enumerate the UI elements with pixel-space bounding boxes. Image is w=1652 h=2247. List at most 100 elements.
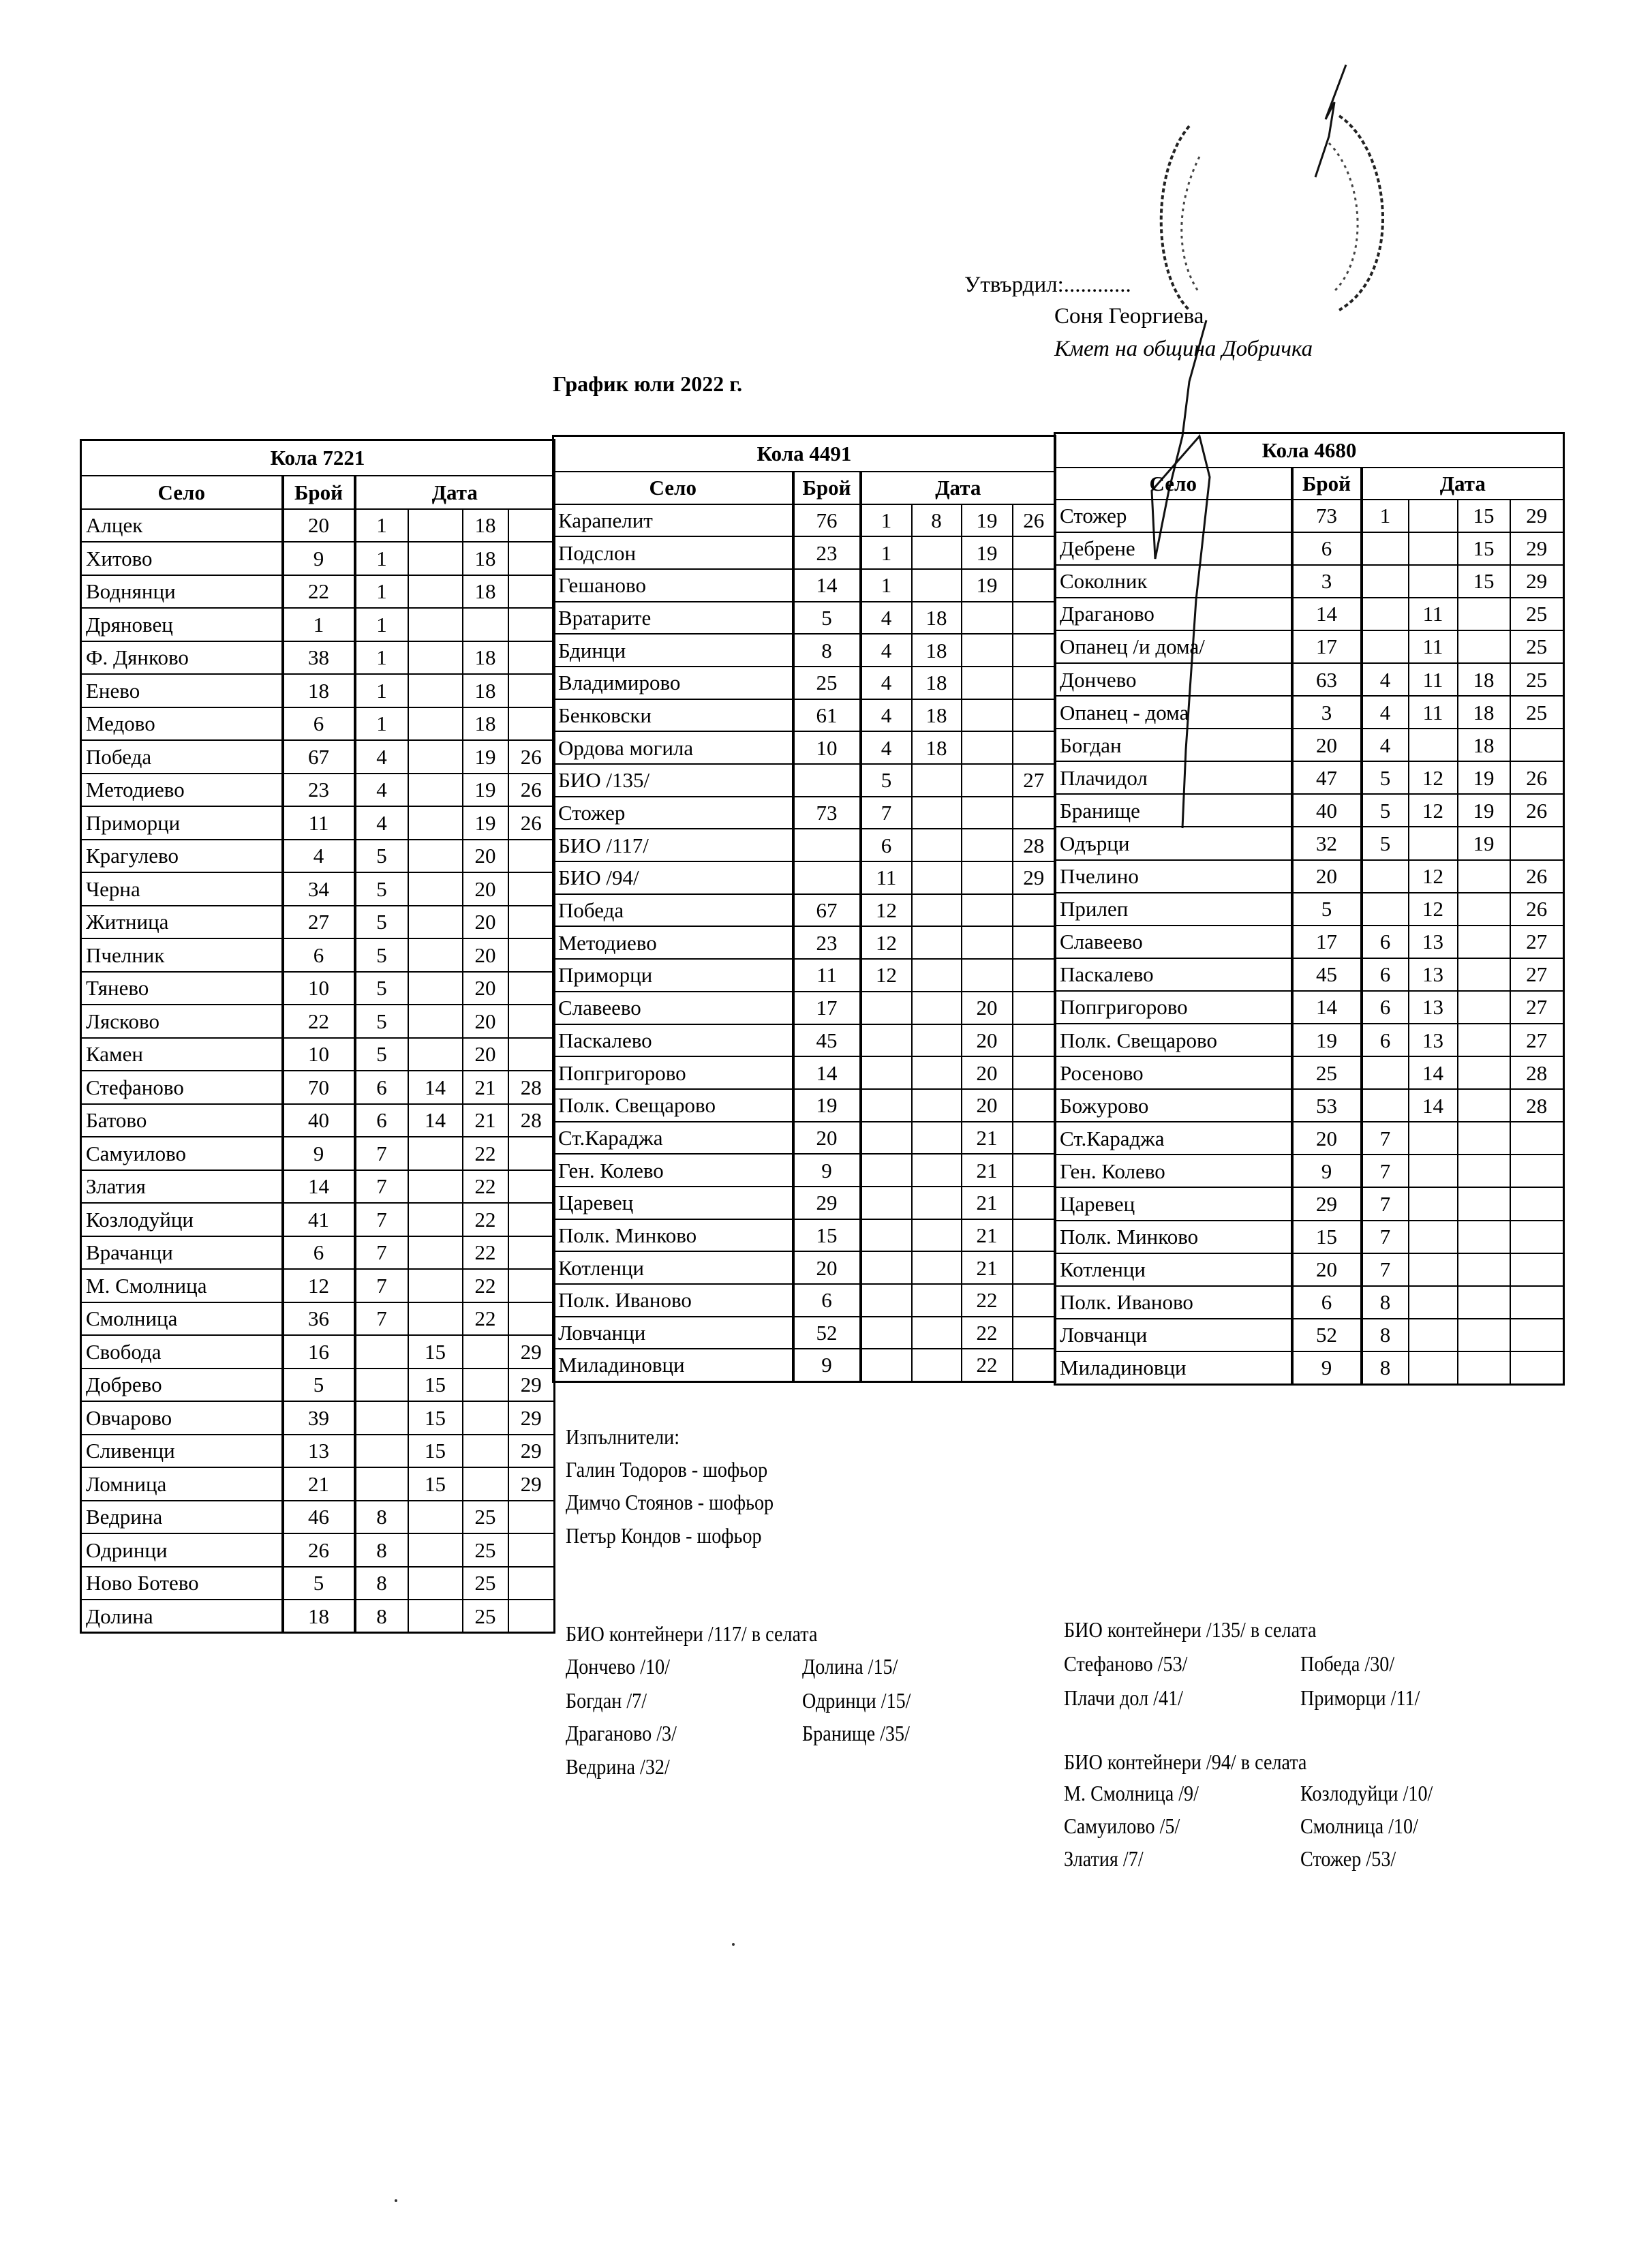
village-cell: Дряновец — [80, 607, 284, 642]
count-cell: 9 — [791, 1348, 861, 1383]
date-cell: 8 — [353, 1599, 409, 1634]
count-cell: 23 — [791, 926, 861, 960]
table-row: Полк. Свещарово 19 20 — [552, 1088, 1056, 1122]
date-cell — [407, 904, 463, 939]
date-cell — [1456, 891, 1511, 926]
village-cell: Полк. Минково — [1054, 1219, 1293, 1254]
date-cell: 26 — [507, 739, 555, 774]
date-cell — [507, 1004, 555, 1039]
bio-village-item: Долина /15/ — [802, 1654, 898, 1679]
table-row: Житница 27 5 20 — [80, 904, 555, 939]
date-cell: 19 — [1456, 793, 1511, 828]
date-cell — [1011, 731, 1056, 765]
date-cell: 7 — [353, 1268, 409, 1303]
village-cell: Ведрина — [80, 1499, 284, 1534]
date-cell: 8 — [1360, 1285, 1409, 1319]
vehicle-header-row: Кола 7221 — [80, 439, 555, 476]
date-cell — [911, 1088, 962, 1122]
date-cell: 27 — [1509, 990, 1565, 1025]
date-cell: 4 — [859, 731, 913, 765]
village-cell: Полк. Иваново — [552, 1283, 794, 1317]
village-cell: Стожер — [1054, 498, 1293, 533]
count-cell: 8 — [791, 633, 861, 667]
village-cell: Царевец — [1054, 1187, 1293, 1221]
village-cell: Прилеп — [1054, 891, 1293, 926]
date-cell — [407, 1235, 463, 1270]
date-cell — [911, 828, 962, 863]
date-cell — [1407, 564, 1458, 598]
date-cell — [911, 1185, 962, 1220]
date-cell: 20 — [461, 872, 509, 906]
date-cell: 18 — [461, 673, 509, 708]
bio-village-item: Одринци /15/ — [802, 1688, 911, 1713]
table-row: Ф. Дянково 38 1 18 — [80, 640, 555, 675]
date-cell: 20 — [461, 838, 509, 873]
table-row: Плачидол 47 5 12 19 26 — [1054, 761, 1565, 795]
table-row: Ловчанци 52 8 — [1054, 1317, 1565, 1352]
column-header-count: Брой — [1290, 466, 1362, 500]
count-cell: 20 — [1290, 859, 1362, 893]
count-cell: 20 — [281, 508, 356, 542]
date-cell — [911, 893, 962, 928]
date-cell — [1456, 1088, 1511, 1123]
date-cell: 4 — [1360, 695, 1409, 730]
date-cell: 21 — [960, 1251, 1013, 1285]
date-cell: 29 — [1509, 498, 1565, 533]
count-cell: 76 — [791, 503, 861, 538]
date-cell — [911, 1153, 962, 1187]
schedule-table-4491: Кола 4491 Село Брой Дата Карапелит 76 1 8 19 2… — [552, 435, 1057, 1383]
village-cell: Божурово — [1054, 1088, 1293, 1123]
count-cell: 73 — [1290, 498, 1362, 533]
table-row: Миладиновци 9 22 — [552, 1348, 1056, 1383]
column-header-row: Село Брой Дата — [1054, 466, 1565, 500]
village-cell: Методиево — [552, 926, 794, 960]
date-cell — [1407, 498, 1458, 533]
count-cell — [791, 828, 861, 863]
column-header-village: Село — [80, 474, 284, 510]
executor: Димчо Стоянов - шофьор — [566, 1490, 774, 1514]
date-cell — [407, 640, 463, 675]
date-cell — [859, 1056, 913, 1090]
date-cell — [1360, 629, 1409, 664]
date-cell: 6 — [1360, 1022, 1409, 1058]
date-cell — [1011, 1283, 1056, 1317]
date-cell: 12 — [1407, 859, 1458, 893]
count-cell: 21 — [281, 1467, 356, 1501]
table-row: Паскалево 45 6 13 27 — [1054, 957, 1565, 992]
count-cell: 6 — [281, 706, 356, 741]
count-cell: 18 — [281, 673, 356, 708]
village-cell: Вратарите — [552, 600, 794, 635]
date-cell — [1011, 1088, 1056, 1122]
village-cell: Подслон — [552, 536, 794, 570]
village-cell: Пчелник — [80, 938, 284, 973]
village-cell: Лясково — [80, 1004, 284, 1039]
date-cell: 12 — [1407, 793, 1458, 828]
count-cell: 40 — [281, 1103, 356, 1137]
date-cell — [407, 872, 463, 906]
date-cell: 18 — [461, 640, 509, 675]
count-cell: 4 — [281, 838, 356, 873]
table-row: Одърци 32 5 19 — [1054, 826, 1565, 861]
date-cell — [960, 665, 1013, 700]
date-cell — [1360, 564, 1409, 598]
approver-name: Соня Георгиева — [1054, 304, 1204, 328]
approver-title: Кмет на община Добричка — [1054, 337, 1313, 361]
date-cell — [911, 568, 962, 602]
date-cell: 21 — [960, 1153, 1013, 1187]
table-row: Добрево 5 15 29 — [80, 1367, 555, 1402]
village-cell: Медово — [80, 706, 284, 741]
date-cell — [507, 970, 555, 1005]
date-cell — [1011, 1056, 1056, 1090]
table-row: Методиево 23 12 — [552, 926, 1056, 960]
count-cell: 25 — [1290, 1056, 1362, 1090]
date-cell: 1 — [859, 536, 913, 570]
count-cell: 20 — [1290, 728, 1362, 763]
date-cell — [1011, 633, 1056, 667]
table-row: Ведрина 46 8 25 — [80, 1499, 555, 1534]
village-cell: Бранище — [1054, 793, 1293, 828]
count-cell: 9 — [1290, 1350, 1362, 1386]
date-cell: 27 — [1509, 957, 1565, 992]
count-cell: 12 — [281, 1268, 356, 1303]
date-cell: 26 — [507, 806, 555, 840]
date-cell — [859, 1283, 913, 1317]
